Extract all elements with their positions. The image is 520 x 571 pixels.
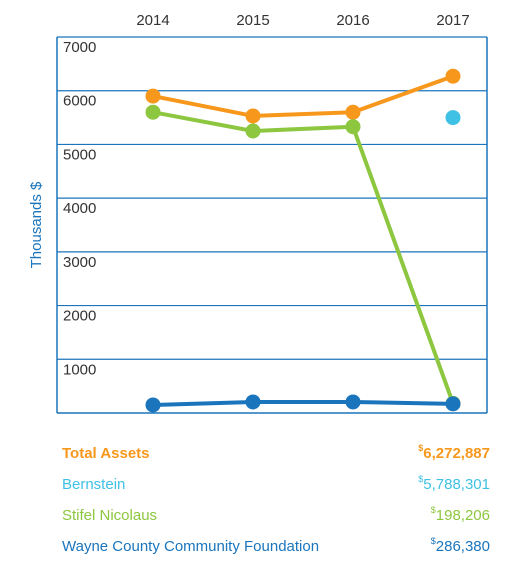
- legend-total: 198,206: [436, 507, 490, 524]
- y-tick-label: 7000: [63, 39, 96, 56]
- legend-label: Wayne County Community Foundation: [62, 538, 319, 555]
- legend-value: $6,272,887: [418, 443, 490, 462]
- y-axis-label: Thousands $: [28, 181, 45, 268]
- legend-total: 6,272,887: [423, 445, 490, 462]
- y-tick-label: 2000: [63, 308, 96, 325]
- data-point: [245, 394, 261, 410]
- data-point: [345, 119, 361, 135]
- data-point: [245, 123, 261, 139]
- x-tick-label: 2014: [136, 12, 169, 29]
- x-tick-label: 2015: [236, 12, 269, 29]
- data-point: [145, 88, 161, 104]
- y-tick-label: 4000: [63, 200, 96, 217]
- currency-symbol: $: [431, 505, 436, 515]
- data-point: [345, 394, 361, 410]
- series-line: [152, 399, 454, 407]
- currency-symbol: $: [418, 443, 423, 453]
- legend-value: $5,788,301: [418, 474, 490, 493]
- data-point: [145, 104, 161, 120]
- currency-symbol: $: [418, 474, 423, 484]
- legend-label: Bernstein: [62, 476, 125, 493]
- y-tick-label: 1000: [63, 361, 96, 378]
- legend-total: 5,788,301: [423, 476, 490, 493]
- legend-total: 286,380: [436, 538, 490, 555]
- data-point: [445, 110, 461, 126]
- data-point: [445, 396, 461, 412]
- y-tick-label: 5000: [63, 146, 96, 163]
- x-tick-label: 2016: [336, 12, 369, 29]
- legend-value: $286,380: [431, 536, 490, 555]
- x-tick-label: 2017: [436, 12, 469, 29]
- data-point: [245, 108, 261, 124]
- currency-symbol: $: [431, 536, 436, 546]
- legend-label: Total Assets: [62, 445, 150, 462]
- data-point: [145, 397, 161, 413]
- series-line: [152, 74, 454, 118]
- data-point: [345, 104, 361, 120]
- y-tick-label: 6000: [63, 93, 96, 110]
- data-point: [445, 68, 461, 84]
- y-tick-label: 3000: [63, 254, 96, 271]
- legend-value: $198,206: [431, 505, 490, 524]
- series-line: [152, 110, 455, 405]
- legend-label: Stifel Nicolaus: [62, 507, 157, 524]
